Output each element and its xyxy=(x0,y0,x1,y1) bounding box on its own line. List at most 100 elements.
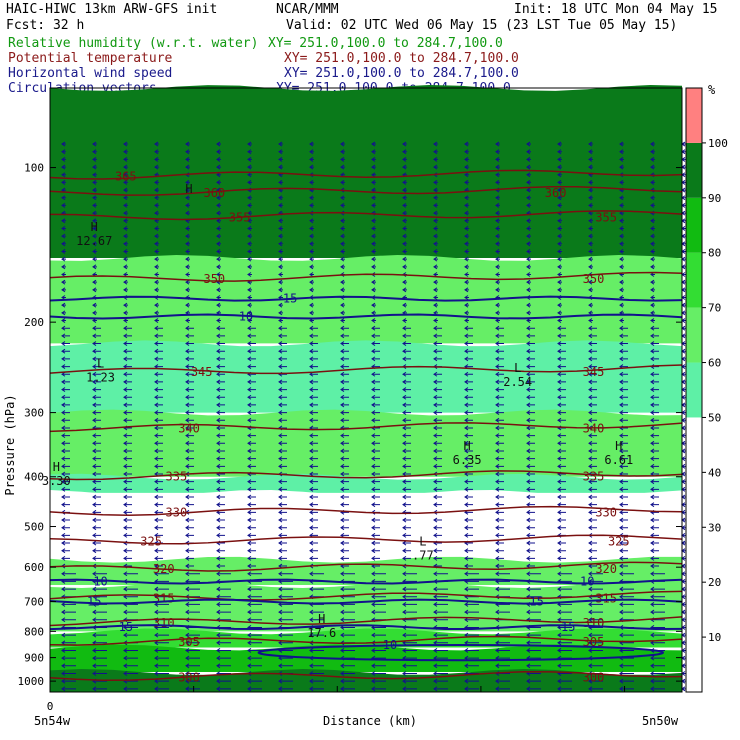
wind-vector xyxy=(154,671,169,676)
wind-vector xyxy=(185,164,190,170)
wind-vector xyxy=(216,371,225,377)
wind-vector xyxy=(495,517,504,523)
wind-vector xyxy=(464,402,473,408)
wind-vector xyxy=(650,479,659,485)
wind-vector xyxy=(61,195,66,201)
wind-vector xyxy=(464,479,473,485)
wind-vector xyxy=(123,318,128,323)
wind-vector xyxy=(495,279,500,285)
wind-vector xyxy=(340,686,355,692)
wind-vector xyxy=(495,371,504,377)
wind-vector xyxy=(371,302,376,308)
wind-vector xyxy=(650,341,659,346)
wind-vector xyxy=(371,203,376,208)
wind-vector xyxy=(402,156,407,162)
wind-vector xyxy=(154,563,163,569)
wind-vector xyxy=(61,402,70,408)
wind-vector xyxy=(371,602,386,607)
wind-vector xyxy=(371,241,376,247)
wind-vector xyxy=(309,663,324,669)
wind-vector xyxy=(92,671,107,676)
wind-vector xyxy=(154,279,159,285)
wind-vector xyxy=(185,279,190,285)
wind-vector xyxy=(278,272,283,277)
wind-vector xyxy=(464,678,479,684)
wind-vector xyxy=(216,440,225,446)
wind-vector xyxy=(557,609,572,615)
wind-vector xyxy=(619,256,624,262)
wind-vector xyxy=(650,663,665,669)
wind-vector xyxy=(61,233,66,239)
wind-vector xyxy=(216,387,225,393)
wind-vector xyxy=(154,425,163,431)
wind-vector xyxy=(464,172,469,178)
wind-vector xyxy=(123,433,132,439)
wind-vector xyxy=(557,156,562,162)
wind-vector xyxy=(340,571,355,577)
wind-vector xyxy=(185,371,194,377)
wind-vector xyxy=(61,678,76,684)
wind-vector xyxy=(92,494,101,500)
wind-vector xyxy=(309,272,314,277)
wind-vector xyxy=(650,310,655,316)
wind-vector xyxy=(433,348,442,354)
wind-vector xyxy=(433,517,442,523)
wind-vector xyxy=(619,379,628,385)
wind-vector xyxy=(340,532,349,538)
wind-vector xyxy=(650,486,659,492)
wind-vector xyxy=(154,433,163,439)
wind-vector xyxy=(278,325,287,331)
wind-vector xyxy=(433,387,442,393)
theta-contour-345 xyxy=(49,364,683,375)
wind-vector xyxy=(526,287,531,293)
wind-vector xyxy=(278,310,283,316)
wind-vector xyxy=(402,402,411,408)
wind-vector xyxy=(588,509,597,515)
wind-vector xyxy=(61,525,70,531)
wind-vector xyxy=(557,433,566,439)
wind-vector xyxy=(154,203,159,208)
colorbar-label: 20 xyxy=(708,576,721,589)
wind-vector xyxy=(619,678,634,684)
wind-vector xyxy=(495,394,504,400)
wind-vector xyxy=(650,655,665,661)
wind-vector xyxy=(154,517,163,523)
wind-vector xyxy=(216,486,225,492)
wind-vector xyxy=(681,287,686,293)
wind-vector xyxy=(92,525,101,531)
wind-vector xyxy=(216,517,225,523)
wind-vector xyxy=(278,632,293,638)
wind-vector xyxy=(309,456,318,462)
wind-vector xyxy=(557,525,566,531)
wind-vector xyxy=(650,463,659,469)
wind-vector xyxy=(92,517,101,523)
wind-vector xyxy=(216,678,231,684)
wind-vector xyxy=(371,287,376,293)
theta-label-340: 340 xyxy=(178,421,200,435)
wind-vector xyxy=(433,295,438,300)
wind-vector xyxy=(464,256,469,262)
wind-vector xyxy=(371,410,380,416)
wind-vector xyxy=(278,440,287,446)
wind-vector xyxy=(340,410,349,416)
wind-vector xyxy=(464,371,473,377)
wind-vector xyxy=(61,279,66,285)
wind-vector xyxy=(309,471,318,477)
wind-vector xyxy=(433,141,438,147)
wind-vector xyxy=(526,364,535,369)
colorbar-label: 60 xyxy=(708,357,721,370)
wind-vector xyxy=(619,417,628,423)
wind-vector xyxy=(464,417,473,423)
wind-vector xyxy=(278,318,283,323)
wind-vector xyxy=(650,571,665,577)
wind-vector xyxy=(402,203,407,208)
theta-contour-360 xyxy=(49,185,683,196)
wind-vector xyxy=(123,517,132,523)
wind-vector xyxy=(650,525,659,531)
wind-vector xyxy=(557,494,566,500)
wind-vector xyxy=(92,302,97,308)
wind-vector xyxy=(123,333,132,339)
wind-vector xyxy=(433,410,442,416)
wind-vector xyxy=(526,241,531,247)
wind-vector xyxy=(402,249,407,254)
